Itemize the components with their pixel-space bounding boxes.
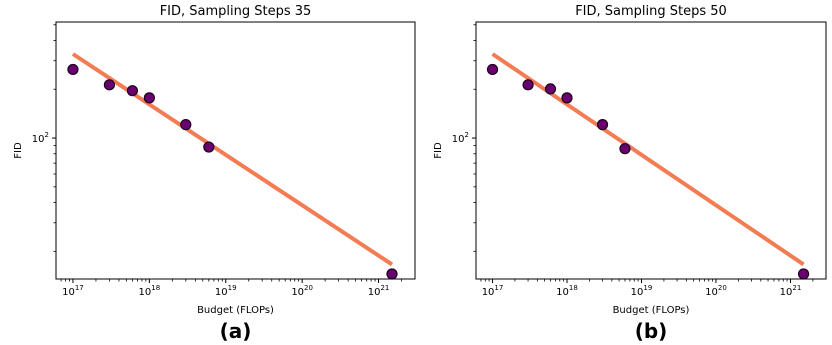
x-tick-label: 1020 (291, 284, 313, 298)
data-point-4 (143, 92, 155, 104)
data-point-1 (67, 63, 79, 76)
chart-title: FID, Sampling Steps 50 (575, 4, 727, 19)
data-point-2 (522, 79, 534, 91)
data-point-1 (486, 63, 499, 76)
data-point-7 (797, 268, 810, 280)
x-tick-label: 1018 (556, 284, 578, 298)
panel-label: (a) (220, 319, 252, 343)
y-tick-label: 102 (32, 131, 49, 145)
chart-panel-1: FID, Sampling Steps 35 1017 1018 1019 1020 10… (13, 4, 416, 343)
y-tick-label: 102 (452, 131, 469, 145)
x-axis-label: Budget (FLOPs) (613, 305, 690, 316)
x-tick-label: 1021 (780, 284, 802, 298)
data-point-3 (544, 83, 557, 95)
fit-line (71, 52, 394, 267)
x-tick-label: 1019 (631, 284, 653, 298)
data-point-6 (203, 141, 215, 153)
data-point-6 (619, 143, 631, 155)
y-axis-label: FID (433, 142, 444, 159)
chart-title: FID, Sampling Steps 35 (160, 4, 312, 19)
data-point-4 (561, 92, 573, 104)
x-tick-label: 1020 (705, 284, 727, 298)
x-tick-label: 1019 (215, 284, 237, 298)
data-point-7 (386, 268, 398, 280)
axes-frame (475, 21, 827, 280)
chart-panel-2: FID, Sampling Steps 50 1017 1018 1019 1020 10… (433, 4, 827, 343)
x-tick-label: 1017 (62, 284, 84, 298)
data-point-3 (126, 85, 138, 97)
y-axis-label: FID (13, 142, 24, 159)
x-tick-label: 1017 (482, 284, 504, 298)
x-axis-label: Budget (FLOPs) (197, 305, 274, 316)
x-tick-label: 1018 (139, 284, 161, 298)
x-tick-label: 1021 (368, 284, 390, 298)
data-point-2 (103, 79, 116, 91)
fit-line (491, 52, 805, 267)
data-point-5 (180, 119, 192, 131)
panel-label: (b) (635, 319, 668, 343)
axes-frame (55, 21, 416, 280)
data-point-5 (596, 119, 609, 131)
